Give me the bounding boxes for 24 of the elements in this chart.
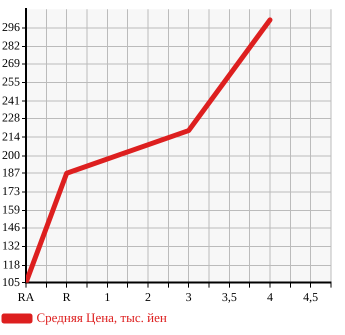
x-tick-label: 3,5 [222,290,237,304]
y-tick-label: 241 [2,93,20,108]
y-tick-label: 173 [2,184,20,198]
y-tick-label: 105 [2,274,20,289]
y-tick-label: 282 [2,38,20,53]
y-tick-label: 200 [2,148,20,162]
y-tick-label: 159 [2,202,20,217]
x-tick-label: 1 [104,290,110,304]
y-tick-label: 118 [2,257,20,272]
y-tick-label: 269 [2,56,20,70]
y-tick-label: 228 [2,110,20,125]
y-tick-label: 187 [2,165,20,180]
y-tick-label: 132 [2,238,20,253]
x-tick-label: 4 [267,290,273,304]
legend-label: Средняя Цена, тыс. йен [36,310,167,325]
y-tick-label: 255 [2,74,20,89]
x-tick-label: R [62,290,71,304]
x-tick-label: 4,5 [303,290,318,304]
x-tick-label: RA [18,290,35,304]
x-tick-label: 2 [145,290,151,304]
y-tick-label: 296 [2,20,20,34]
y-tick-label: 146 [2,220,20,234]
y-tick-label: 214 [2,129,20,144]
x-tick-label: 3 [186,290,192,304]
